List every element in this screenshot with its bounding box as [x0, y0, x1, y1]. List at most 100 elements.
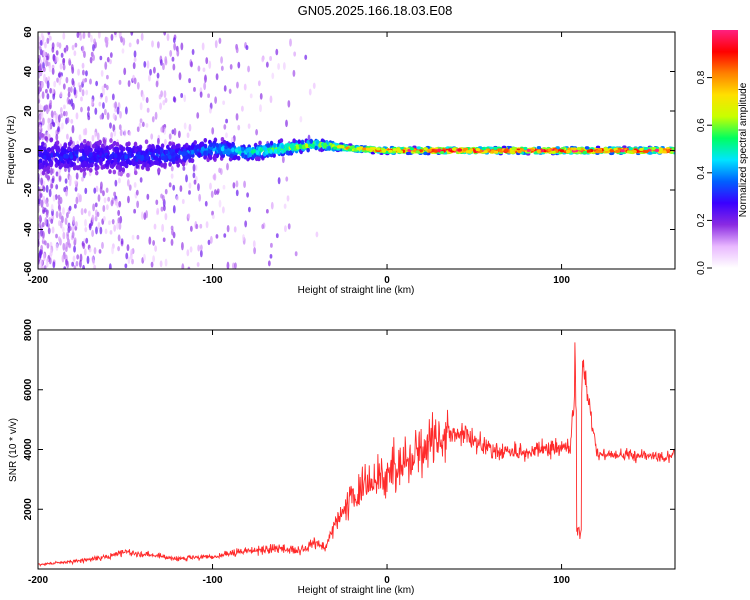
spectrogram-noise-point	[61, 215, 64, 224]
spectrogram-ridge-point	[501, 145, 507, 149]
spectrogram-noise-point	[68, 58, 71, 66]
spectrogram-noise-point	[110, 131, 114, 139]
spectrogram-noise-point	[65, 133, 69, 140]
spectrogram-noise-point	[232, 182, 236, 189]
spectrogram-noise-point	[80, 106, 83, 113]
spectrogram-ridge-point	[433, 149, 439, 153]
spectrogram-noise-point	[209, 182, 212, 190]
spectrogram-ridge-point	[269, 140, 274, 146]
spectrogram-noise-point	[63, 266, 67, 269]
spectrogram-ridge-point	[146, 163, 150, 169]
spectrogram-ridge-point	[151, 143, 155, 149]
spectrogram-noise-point	[109, 59, 112, 65]
spectrogram-ridge-point	[168, 161, 172, 167]
spectrogram-ridge-point	[190, 149, 195, 155]
spectrogram-noise-point	[43, 265, 47, 269]
spectrogram-noise-point	[67, 242, 71, 248]
spectrogram-noise-point	[49, 167, 53, 176]
spectrogram-noise-point	[47, 227, 51, 235]
spectrogram-ridge-point	[119, 171, 123, 177]
spectrogram-noise-point	[294, 251, 298, 257]
spectrogram-noise-point	[79, 194, 82, 203]
spectrogram-noise-point	[71, 125, 75, 134]
spectrogram-noise-point	[163, 90, 167, 99]
spectrogram-noise-point	[57, 194, 61, 201]
spectrogram-ridge-point	[203, 150, 207, 156]
spectrogram-noise-point	[304, 54, 308, 60]
spectrogram-noise-point	[133, 208, 137, 214]
spectrogram-noise-point	[83, 208, 87, 214]
spectrogram-noise-point	[113, 129, 117, 137]
spectrogram-noise-point	[38, 114, 42, 122]
spectrogram-noise-point	[252, 240, 256, 248]
spectrogram-noise-point	[46, 61, 50, 67]
spectrogram-ridge-point	[642, 149, 647, 153]
spectrogram-ridge-point	[169, 149, 173, 154]
spectrogram-noise-point	[70, 119, 74, 124]
spectrogram-noise-point	[97, 221, 101, 230]
spectrogram-ridge-point	[234, 148, 239, 153]
spectrogram-noise-point	[54, 194, 58, 200]
spectrogram-noise-point	[41, 117, 45, 126]
spectrogram-noise-point	[156, 41, 160, 49]
spectrogram-noise-point	[150, 133, 154, 140]
spectrogram-ridge-point	[65, 163, 69, 169]
spectrogram-noise-point	[283, 203, 287, 209]
spectrogram-ridge-point	[232, 155, 237, 161]
snr-x-tick-label: -100	[203, 575, 223, 586]
spectrogram-noise-point	[67, 91, 71, 98]
spectrogram-ridge-point	[83, 146, 88, 152]
spectrogram-noise-point	[159, 102, 162, 110]
spectrogram-noise-point	[162, 237, 166, 242]
spectrogram-ridge-point	[46, 165, 51, 171]
spectrogram-noise-point	[114, 198, 118, 206]
spectrogram-noise-point	[42, 67, 46, 73]
spectrogram-ridge-point	[84, 162, 88, 168]
spectrogram-noise-point	[102, 87, 105, 96]
spectrogram-noise-point	[118, 200, 122, 208]
spectrogram-ridge-point	[112, 162, 116, 167]
spectrogram-noise-point	[143, 212, 147, 221]
spectrogram-noise-point	[42, 50, 46, 57]
spectrogram-noise-point	[117, 209, 121, 217]
spectrogram-noise-point	[51, 64, 55, 70]
spectrogram-noise-point	[45, 88, 48, 94]
spectrogram-noise-point	[125, 252, 129, 260]
spectrogram-ridge-point	[263, 146, 268, 152]
spectrogram-noise-point	[75, 260, 79, 267]
spectrogram-ridge-point	[135, 164, 140, 169]
spectrogram-noise-point	[162, 204, 166, 212]
spectrogram-noise-point	[119, 129, 123, 137]
spectrogram-noise-point	[176, 195, 179, 201]
spectrogram-ridge-point	[370, 151, 376, 155]
spectrogram-noise-point	[173, 127, 177, 136]
spectrogram-noise-point	[243, 180, 246, 189]
spectrogram-ridge-point	[657, 150, 663, 154]
spectrogram-noise-point	[181, 241, 184, 251]
spectrogram-noise-point	[39, 168, 43, 177]
spectrogram-ridge-point	[40, 132, 45, 138]
spectrogram-noise-point	[43, 73, 46, 82]
spectrogram-ridge-point	[60, 162, 64, 168]
spectrogram-ridge-point	[388, 149, 393, 153]
spectrogram-noise-point	[38, 140, 41, 147]
spectrogram-ridge-point	[416, 146, 421, 150]
spectrogram-ridge-point	[68, 151, 73, 157]
spectrogram-ridge-point	[98, 140, 102, 146]
spectrogram-x-tick-label: 0	[384, 275, 390, 286]
spectrogram-ridge-point	[215, 142, 220, 148]
spectrogram-noise-point	[99, 114, 103, 120]
spectrogram-noise-point	[136, 81, 140, 90]
spectrogram-noise-point	[271, 72, 275, 80]
spectrogram-y-tick-label: -60	[23, 261, 34, 276]
spectrogram-noise-point	[71, 102, 75, 111]
spectrogram-ridge-point	[604, 147, 609, 152]
spectrogram-noise-point	[235, 113, 239, 121]
spectrogram-noise-point	[113, 191, 117, 197]
spectrogram-noise-point	[55, 233, 58, 239]
spectrogram-noise-point	[189, 246, 193, 253]
spectrogram-y-axis-label: Frequency (Hz)	[6, 116, 17, 185]
spectrogram-noise-point	[94, 131, 97, 138]
spectrogram-ridge-point	[75, 149, 79, 155]
spectrogram-noise-point	[50, 183, 54, 189]
